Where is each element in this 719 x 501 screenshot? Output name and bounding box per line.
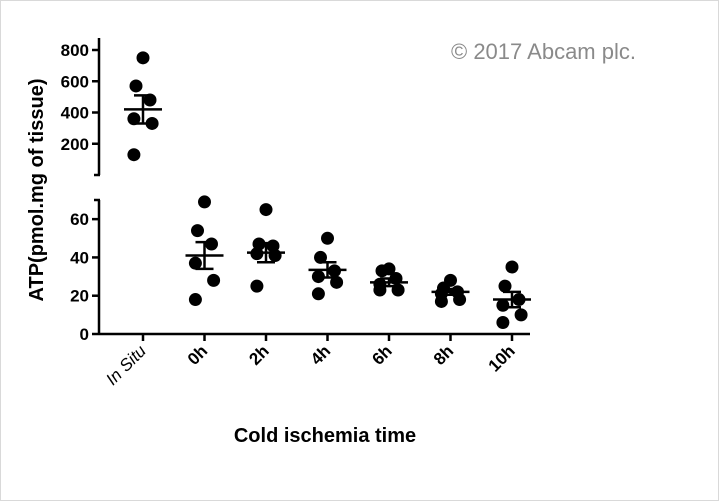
data-point [496, 316, 510, 330]
data-point [188, 293, 202, 307]
x-category-label: In Situ [102, 341, 150, 389]
data-point [129, 79, 143, 93]
data-point [136, 51, 150, 65]
data-point [259, 203, 273, 217]
x-category-label: 0h [184, 341, 211, 368]
data-point [205, 237, 218, 251]
watermark-text: © 2017 Abcam plc. [451, 39, 636, 64]
data-point [330, 275, 344, 289]
data-point [311, 270, 325, 284]
data-point [321, 231, 334, 245]
data-point [191, 224, 204, 238]
data-point [434, 294, 448, 308]
y-tick-label: 20 [70, 287, 89, 306]
axes [92, 38, 530, 341]
y-tick-label: 600 [61, 72, 89, 91]
data-point [145, 116, 159, 130]
data-point [505, 260, 519, 274]
x-category-label: 6h [368, 341, 395, 368]
y-tick-label: 200 [61, 135, 89, 154]
data-point [143, 93, 157, 107]
data-marks [124, 51, 531, 330]
data-point [498, 279, 512, 293]
data-point [198, 195, 211, 209]
y-tick-label: 800 [61, 41, 89, 60]
y-tick-label: 0 [80, 325, 89, 344]
x-axis-title: Cold ischemia time [234, 425, 416, 447]
data-point [375, 264, 389, 278]
y-tick-label: 400 [61, 104, 89, 123]
data-point [250, 279, 264, 293]
data-point [311, 287, 325, 301]
y-axis-title: ATP(pmol.mg of tissue) [26, 79, 48, 302]
y-tick-label: 60 [70, 210, 89, 229]
x-category-label: 2h [245, 341, 272, 368]
data-point [188, 256, 202, 270]
y-tick-label: 40 [70, 248, 89, 267]
data-point [314, 250, 327, 264]
data-point [453, 293, 467, 307]
x-category-label: 10h [485, 341, 519, 375]
data-point [127, 148, 141, 162]
data-point [127, 112, 141, 126]
x-category-label: 8h [430, 341, 457, 368]
x-category-label: 4h [307, 341, 334, 368]
data-point [514, 308, 528, 322]
data-point [207, 273, 221, 287]
data-point [496, 298, 510, 312]
data-point [268, 249, 282, 263]
